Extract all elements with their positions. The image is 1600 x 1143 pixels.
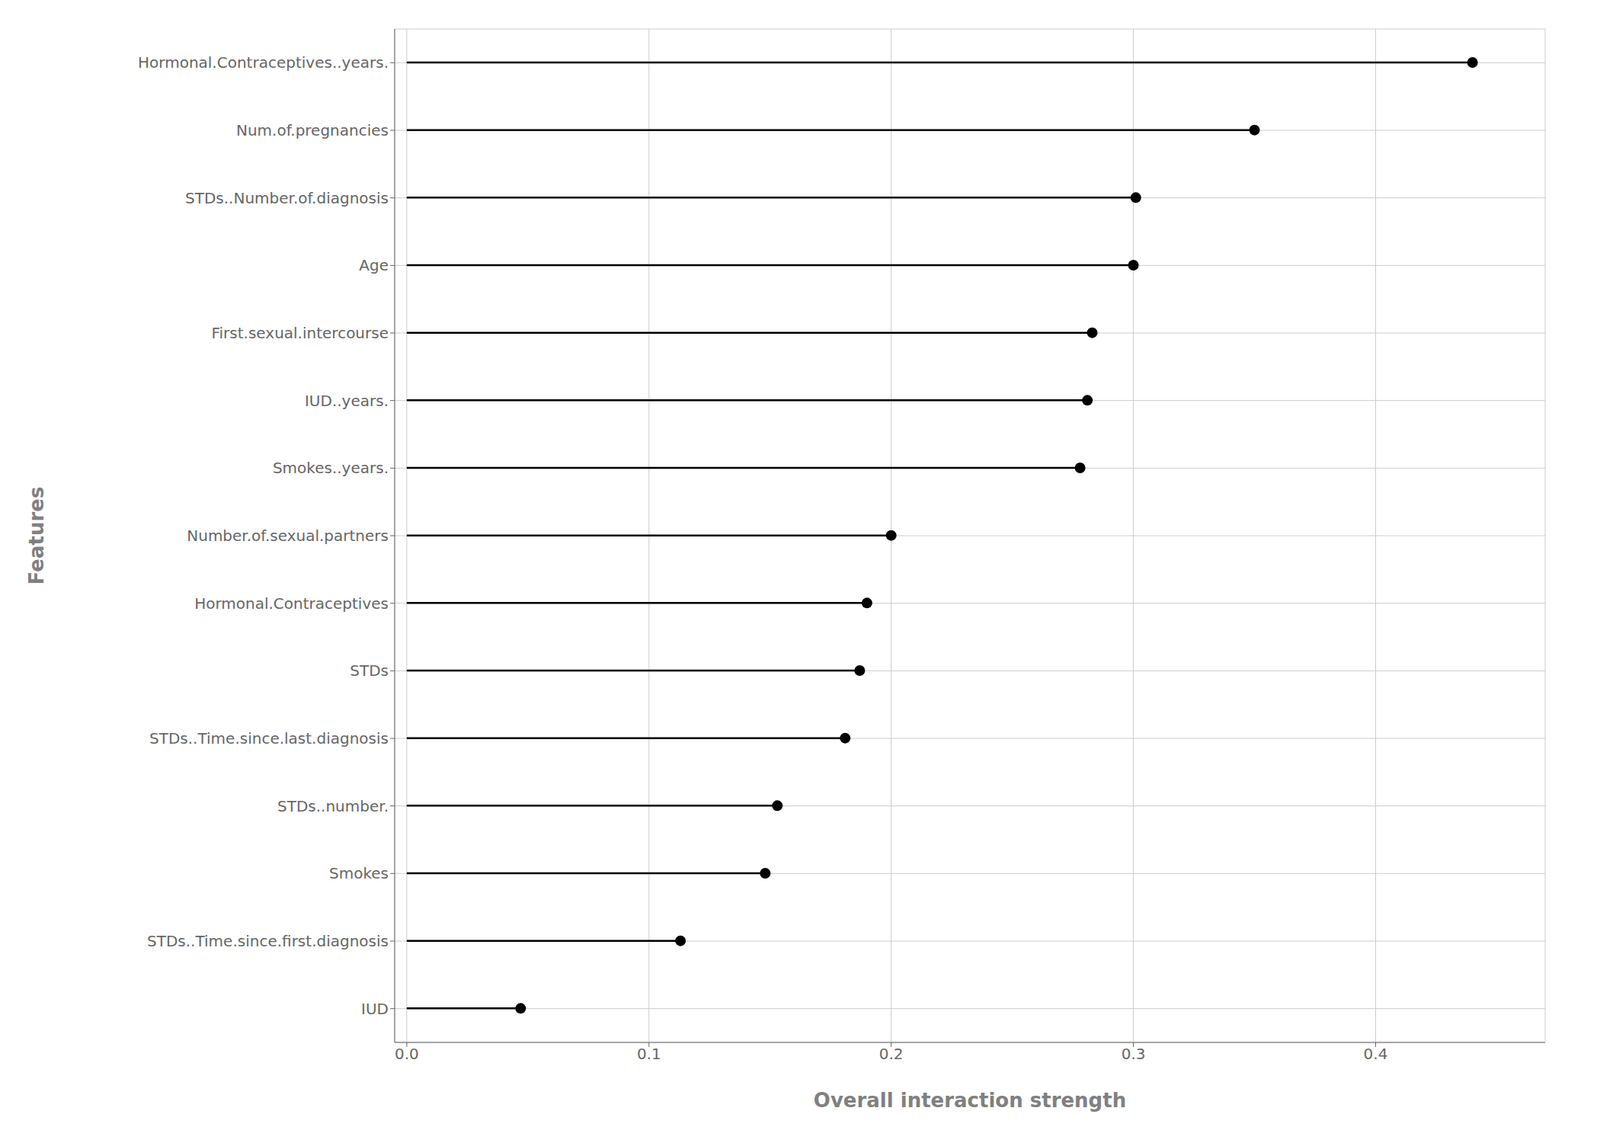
svg-text:0.4: 0.4 — [1363, 1044, 1389, 1063]
svg-text:First.sexual.intercourse: First.sexual.intercourse — [211, 323, 389, 343]
svg-text:Overall interaction strength: Overall interaction strength — [813, 1088, 1127, 1112]
svg-text:IUD: IUD — [361, 999, 389, 1018]
svg-text:Smokes..years.: Smokes..years. — [272, 458, 389, 477]
svg-text:Hormonal.Contraceptives: Hormonal.Contraceptives — [194, 594, 389, 613]
svg-text:STDs..Time.since.last.diagnosi: STDs..Time.since.last.diagnosis — [149, 729, 389, 748]
svg-text:STDs..Time.since.first.diagnos: STDs..Time.since.first.diagnosis — [147, 931, 389, 951]
svg-text:Hormonal.Contraceptives..years: Hormonal.Contraceptives..years. — [137, 53, 389, 72]
svg-text:STDs..Number.of.diagnosis: STDs..Number.of.diagnosis — [185, 188, 389, 208]
svg-text:IUD..years.: IUD..years. — [304, 391, 389, 410]
svg-text:STDs: STDs — [349, 661, 389, 680]
svg-text:STDs..number.: STDs..number. — [277, 796, 389, 816]
svg-text:0.1: 0.1 — [636, 1044, 662, 1063]
svg-text:0.2: 0.2 — [879, 1044, 904, 1063]
svg-text:Num.of.pregnancies: Num.of.pregnancies — [236, 121, 389, 140]
svg-text:Number.of.sexual.partners: Number.of.sexual.partners — [186, 526, 389, 545]
svg-text:Features: Features — [25, 486, 48, 586]
svg-text:Smokes: Smokes — [329, 864, 389, 883]
svg-text:0.3: 0.3 — [1121, 1044, 1146, 1063]
svg-text:Age: Age — [358, 256, 389, 275]
svg-text:0.0: 0.0 — [394, 1044, 420, 1063]
